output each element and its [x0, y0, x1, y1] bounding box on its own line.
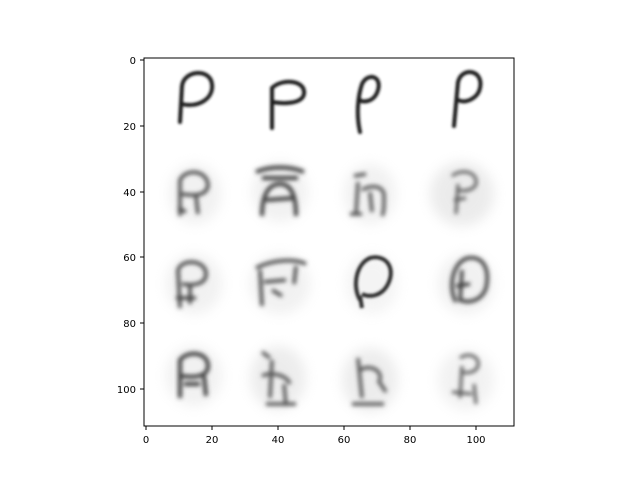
panel-r2-c1 — [250, 254, 310, 314]
x-tick-label: 80 — [404, 435, 417, 446]
y-tick-label: 60 — [123, 253, 136, 264]
panel-r3-c1 — [250, 346, 306, 410]
panel-r1-c1 — [252, 162, 308, 222]
panel-r3-c3 — [438, 350, 494, 410]
panel-r1-c0 — [169, 164, 221, 224]
x-tick-label: 0 — [143, 435, 149, 446]
x-tick-label: 100 — [466, 435, 485, 446]
x-tick-label: 40 — [272, 435, 285, 446]
panel-r2-c2 — [346, 254, 398, 314]
y-tick-label: 0 — [130, 56, 136, 67]
x-tick-label: 20 — [206, 435, 219, 446]
y-tick-label: 20 — [123, 122, 136, 133]
x-tick-label: 60 — [338, 435, 351, 446]
panel-r1-c3 — [430, 162, 494, 226]
panel-r3-c2 — [342, 348, 398, 412]
panel-r0-c2 — [355, 74, 381, 134]
panel-r0-c1 — [270, 79, 306, 130]
axes-frame — [143, 57, 515, 427]
panel-r3-c0 — [166, 346, 222, 406]
y-tick-label: 100 — [117, 385, 136, 396]
panel-r2-c0 — [166, 254, 222, 314]
y-axis: 0 20 40 60 80 100 — [117, 56, 144, 396]
y-tick-label: 80 — [123, 319, 136, 330]
panel-r0-c0 — [178, 71, 215, 124]
panel-r2-c3 — [438, 254, 494, 314]
y-tick-label: 40 — [123, 188, 136, 199]
panel-r1-c2 — [344, 164, 396, 224]
x-axis: 0 20 40 60 80 100 — [143, 426, 486, 446]
panel-r0-c3 — [452, 70, 483, 128]
